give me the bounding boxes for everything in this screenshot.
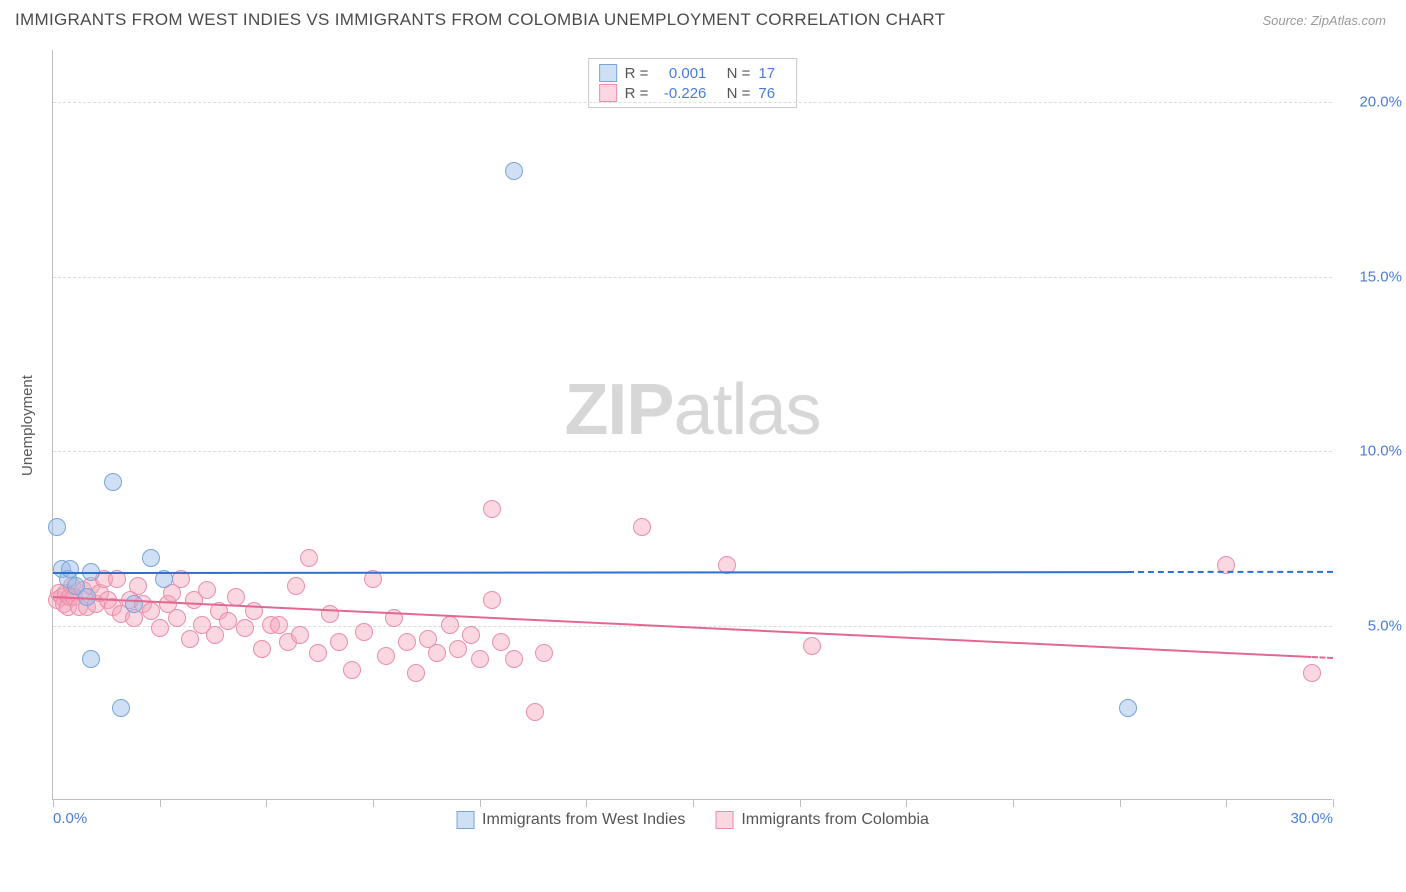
data-point-west-indies bbox=[505, 162, 523, 180]
data-point-colombia bbox=[253, 640, 271, 658]
data-point-colombia bbox=[206, 626, 224, 644]
data-point-colombia bbox=[142, 602, 160, 620]
data-point-colombia bbox=[291, 626, 309, 644]
x-tick-label: 30.0% bbox=[1290, 810, 1333, 827]
x-tick bbox=[266, 799, 267, 807]
swatch-colombia bbox=[599, 84, 617, 102]
data-point-colombia bbox=[300, 549, 318, 567]
data-point-colombia bbox=[526, 703, 544, 721]
x-tick bbox=[1013, 799, 1014, 807]
x-tick bbox=[1226, 799, 1227, 807]
data-point-colombia bbox=[219, 612, 237, 630]
gridline bbox=[53, 277, 1332, 278]
data-point-west-indies bbox=[112, 699, 130, 717]
y-tick-label: 15.0% bbox=[1342, 268, 1402, 285]
x-tick bbox=[160, 799, 161, 807]
data-point-west-indies bbox=[125, 595, 143, 613]
data-point-colombia bbox=[505, 650, 523, 668]
data-point-colombia bbox=[343, 661, 361, 679]
legend-label-colombia: Immigrants from Colombia bbox=[741, 811, 929, 829]
y-axis-label: Unemployment bbox=[19, 375, 36, 476]
x-tick bbox=[800, 799, 801, 807]
x-tick-label: 0.0% bbox=[53, 810, 87, 827]
data-point-west-indies bbox=[142, 549, 160, 567]
data-point-west-indies bbox=[104, 473, 122, 491]
r-label: R = bbox=[625, 85, 649, 102]
swatch-west-indies bbox=[456, 811, 474, 829]
bottom-legend: Immigrants from West Indies Immigrants f… bbox=[456, 811, 929, 829]
legend-label-west-indies: Immigrants from West Indies bbox=[482, 811, 685, 829]
stats-row-west-indies: R = 0.001 N = 17 bbox=[599, 63, 787, 83]
r-label: R = bbox=[625, 65, 649, 82]
watermark: ZIPatlas bbox=[564, 369, 820, 451]
x-tick bbox=[1333, 799, 1334, 807]
data-point-colombia bbox=[377, 647, 395, 665]
y-tick-label: 5.0% bbox=[1342, 617, 1402, 634]
data-point-colombia bbox=[633, 518, 651, 536]
data-point-colombia bbox=[428, 644, 446, 662]
data-point-colombia bbox=[355, 623, 373, 641]
legend-item-colombia: Immigrants from Colombia bbox=[715, 811, 929, 829]
data-point-colombia bbox=[535, 644, 553, 662]
gridline bbox=[53, 451, 1332, 452]
data-point-colombia bbox=[803, 637, 821, 655]
trend-line-west-indies bbox=[53, 571, 1128, 574]
data-point-west-indies bbox=[48, 518, 66, 536]
data-point-colombia bbox=[227, 588, 245, 606]
x-tick bbox=[906, 799, 907, 807]
n-value-colombia: 76 bbox=[758, 85, 786, 102]
data-point-colombia bbox=[449, 640, 467, 658]
x-tick bbox=[693, 799, 694, 807]
x-tick bbox=[53, 799, 54, 807]
data-point-colombia bbox=[287, 577, 305, 595]
trend-dash-colombia bbox=[1312, 656, 1333, 659]
n-value-west-indies: 17 bbox=[758, 65, 786, 82]
data-point-colombia bbox=[151, 619, 169, 637]
data-point-colombia bbox=[309, 644, 327, 662]
legend-item-west-indies: Immigrants from West Indies bbox=[456, 811, 685, 829]
gridline bbox=[53, 102, 1332, 103]
trend-dash-west-indies bbox=[1128, 570, 1333, 572]
x-tick bbox=[480, 799, 481, 807]
data-point-colombia bbox=[236, 619, 254, 637]
data-point-west-indies bbox=[61, 560, 79, 578]
y-axis-label-container: Unemployment bbox=[12, 50, 42, 800]
n-label: N = bbox=[727, 85, 751, 102]
data-point-colombia bbox=[407, 664, 425, 682]
data-point-colombia bbox=[198, 581, 216, 599]
data-point-colombia bbox=[483, 500, 501, 518]
x-tick bbox=[586, 799, 587, 807]
r-value-colombia: -0.226 bbox=[656, 85, 706, 102]
r-value-west-indies: 0.001 bbox=[656, 65, 706, 82]
data-point-colombia bbox=[270, 616, 288, 634]
y-tick-label: 20.0% bbox=[1342, 94, 1402, 111]
source-attribution: Source: ZipAtlas.com bbox=[1262, 13, 1386, 28]
data-point-colombia bbox=[1303, 664, 1321, 682]
swatch-west-indies bbox=[599, 64, 617, 82]
scatter-chart: ZIPatlas R = 0.001 N = 17 R = -0.226 N =… bbox=[52, 50, 1332, 800]
y-tick-label: 10.0% bbox=[1342, 443, 1402, 460]
data-point-colombia bbox=[168, 609, 186, 627]
data-point-colombia bbox=[483, 591, 501, 609]
n-label: N = bbox=[727, 65, 751, 82]
data-point-colombia bbox=[321, 605, 339, 623]
data-point-colombia bbox=[181, 630, 199, 648]
data-point-colombia bbox=[129, 577, 147, 595]
stats-legend-box: R = 0.001 N = 17 R = -0.226 N = 76 bbox=[588, 58, 798, 108]
x-tick bbox=[373, 799, 374, 807]
data-point-west-indies bbox=[82, 650, 100, 668]
data-point-colombia bbox=[441, 616, 459, 634]
data-point-colombia bbox=[462, 626, 480, 644]
stats-row-colombia: R = -0.226 N = 76 bbox=[599, 83, 787, 103]
swatch-colombia bbox=[715, 811, 733, 829]
x-tick bbox=[1120, 799, 1121, 807]
data-point-colombia bbox=[492, 633, 510, 651]
data-point-colombia bbox=[398, 633, 416, 651]
data-point-colombia bbox=[471, 650, 489, 668]
chart-title: IMMIGRANTS FROM WEST INDIES VS IMMIGRANT… bbox=[15, 10, 945, 30]
data-point-west-indies bbox=[1119, 699, 1137, 717]
data-point-colombia bbox=[330, 633, 348, 651]
